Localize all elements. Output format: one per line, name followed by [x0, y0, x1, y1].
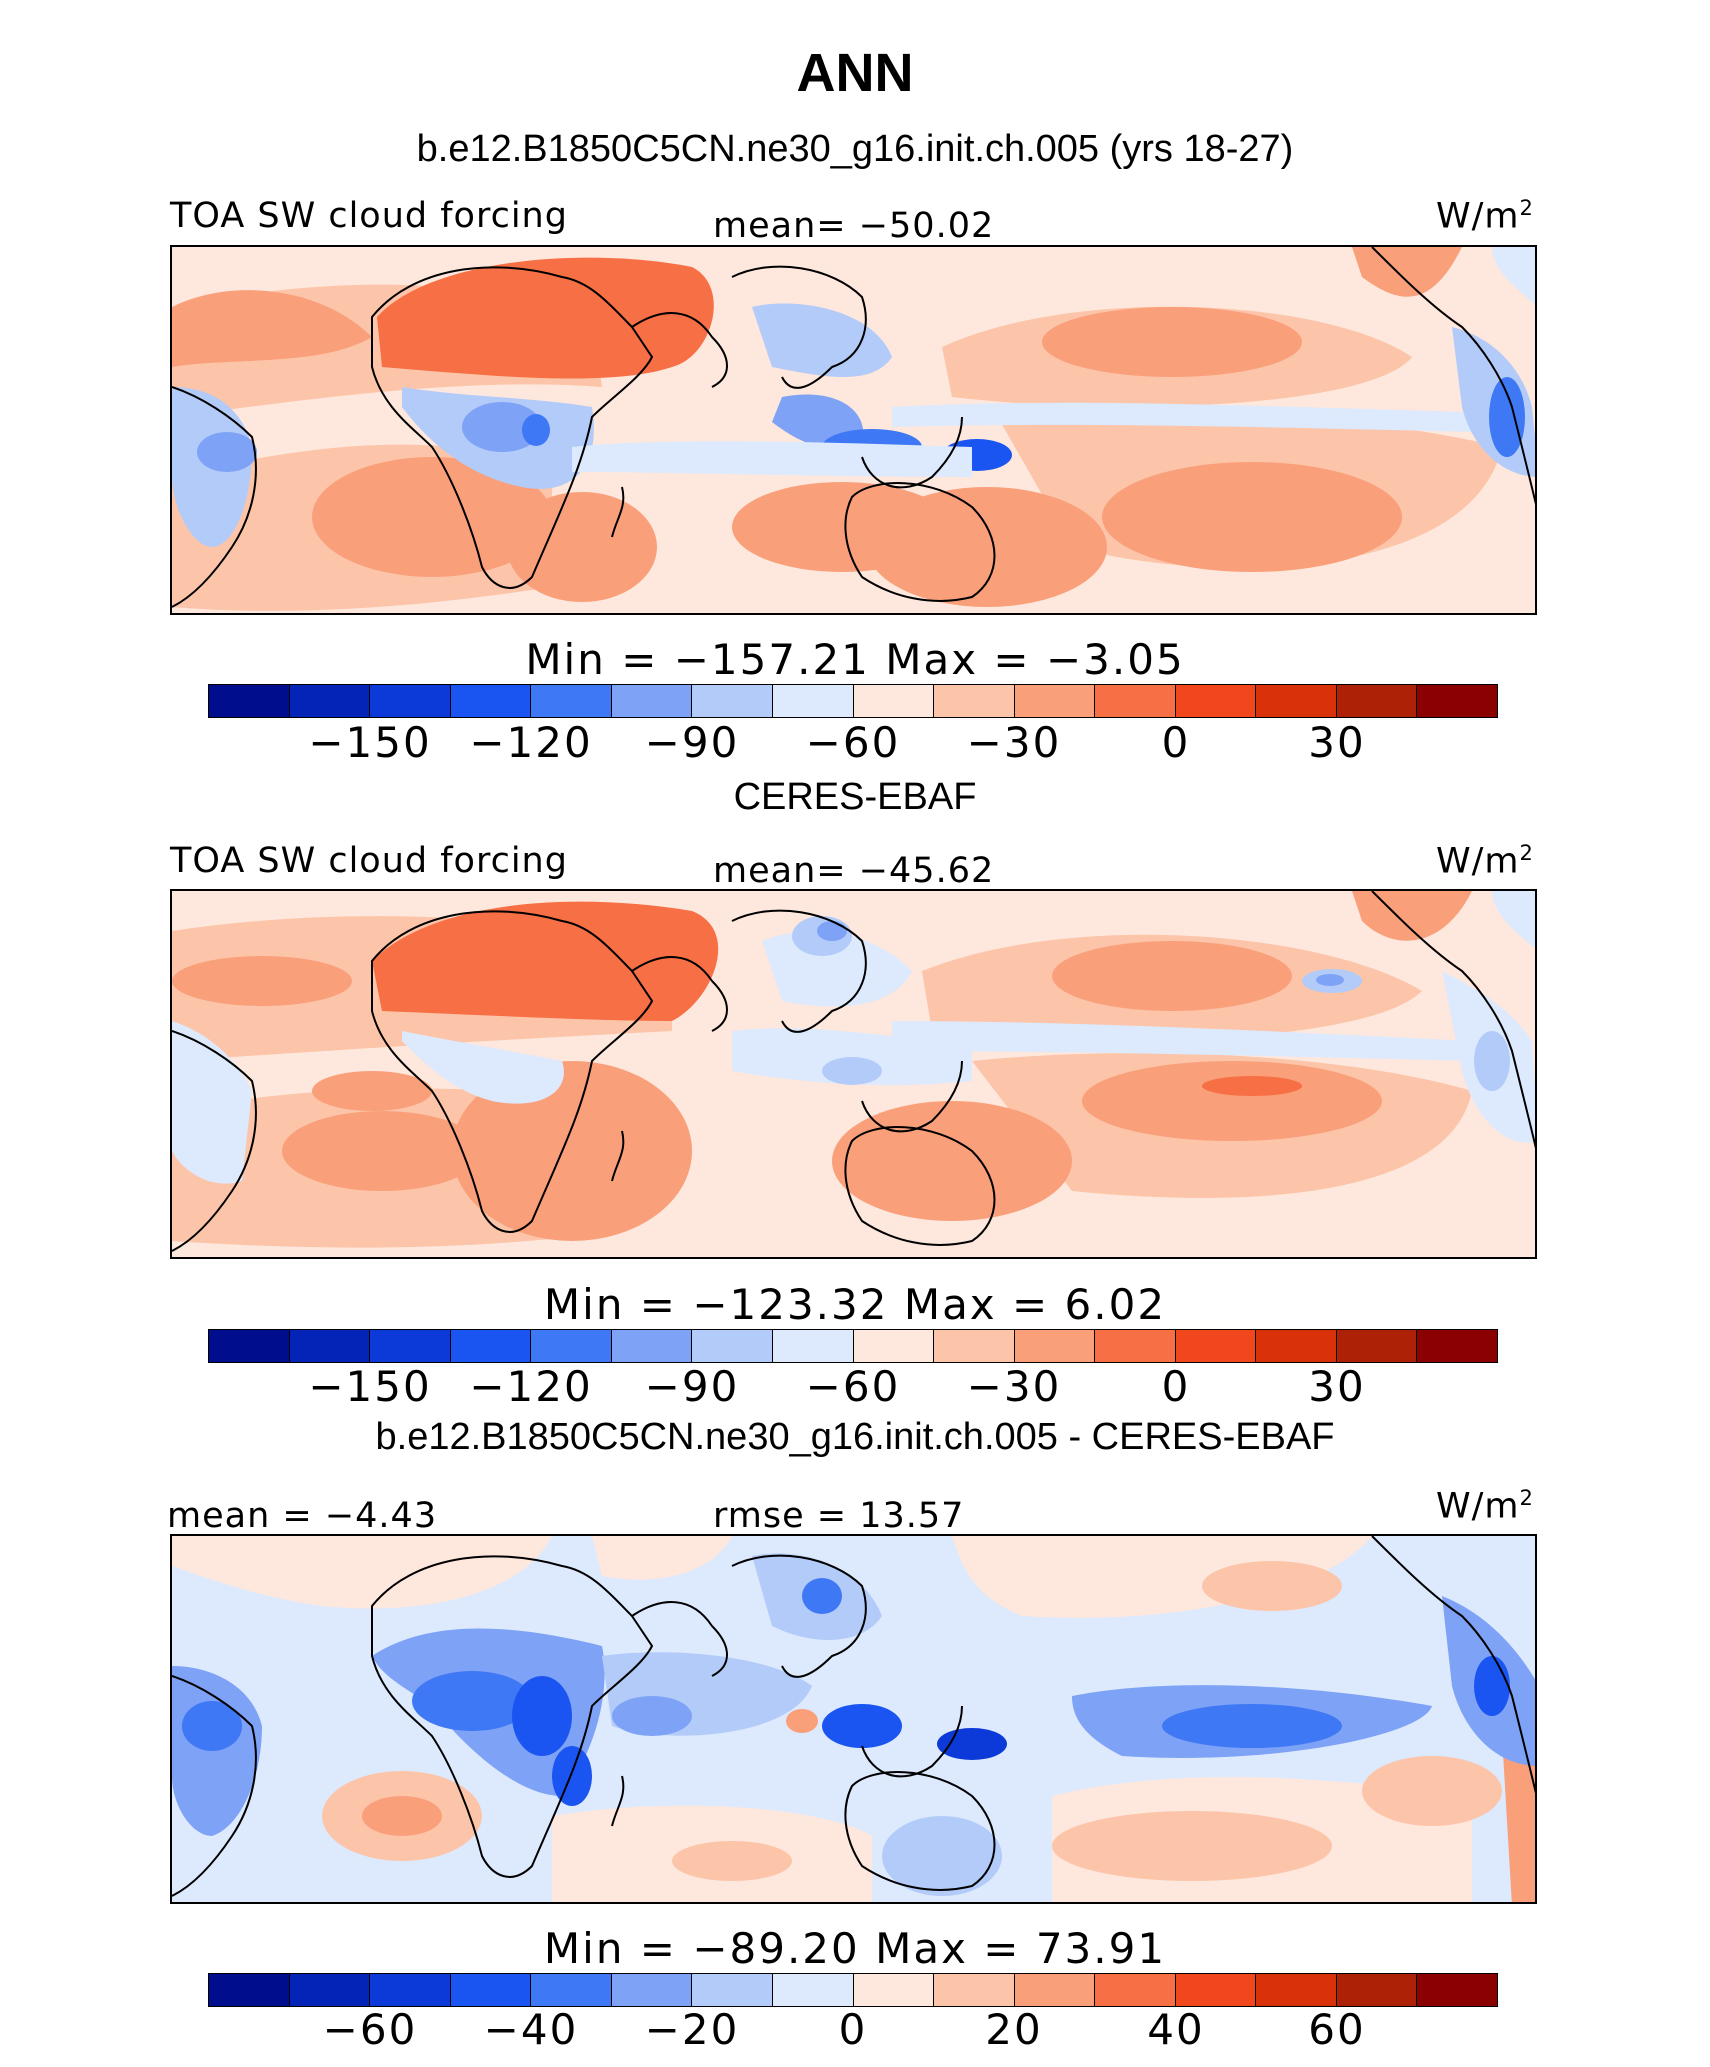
- colorbar-box: [772, 1330, 854, 1362]
- colorbar-box: [1175, 1974, 1257, 2006]
- panel-2-mean-label: mean= −45.62: [713, 851, 995, 891]
- panel-1-tick-label: −120: [469, 718, 593, 767]
- colorbar-box: [289, 685, 371, 717]
- colorbar-box: [1336, 685, 1418, 717]
- panel-1-tick-label: 30: [1308, 718, 1366, 767]
- colorbar-box: [934, 685, 1015, 717]
- panel-3-tick-label: −20: [644, 2005, 740, 2054]
- colorbar-box: [209, 685, 290, 717]
- panel-3-tick-label: −60: [322, 2005, 418, 2054]
- panel-1-mean-label: mean= −50.02: [713, 206, 995, 246]
- colorbar-box: [1336, 1974, 1418, 2006]
- panel-2-tick-label: 30: [1308, 1362, 1366, 1411]
- panel-2-tick-label: −60: [805, 1362, 901, 1411]
- panel-2-tick-label: −150: [308, 1362, 432, 1411]
- panel-1-title: b.e12.B1850C5CN.ne30_g16.init.ch.005 (yr…: [416, 128, 1294, 170]
- panel-3-title: b.e12.B1850C5CN.ne30_g16.init.ch.005 - C…: [375, 1416, 1335, 1458]
- panel-3-map: [170, 1534, 1537, 1904]
- colorbar-box: [1095, 1330, 1176, 1362]
- colorbar-box: [1014, 685, 1096, 717]
- colorbar-box: [531, 685, 612, 717]
- colorbar-box: [450, 1974, 532, 2006]
- panel-2-tick-label: 0: [1161, 1362, 1191, 1411]
- panel-2-tick-label: −90: [644, 1362, 740, 1411]
- main-title: ANN: [796, 43, 914, 103]
- panel-2-map: [170, 889, 1537, 1259]
- panel-2-tick-label: −30: [966, 1362, 1062, 1411]
- colorbar-box: [1175, 1330, 1257, 1362]
- panel-3-mean-label: mean = −4.43: [167, 1496, 438, 1536]
- colorbar-box: [1095, 685, 1176, 717]
- panel-1-units: W/m2: [1436, 196, 1534, 237]
- panel-3-rmse-label: rmse = 13.57: [713, 1496, 965, 1536]
- colorbar-box: [853, 1330, 935, 1362]
- panel-1-tick-label: 0: [1161, 718, 1191, 767]
- colorbar-box: [1256, 1330, 1337, 1362]
- panel-1-tick-label: −60: [805, 718, 901, 767]
- colorbar-box: [853, 685, 935, 717]
- panel-3-tick-label: 60: [1308, 2005, 1366, 2054]
- colorbar-box: [370, 1330, 451, 1362]
- colorbar-box: [531, 1330, 612, 1362]
- panel-3-tick-label: 20: [985, 2005, 1043, 2054]
- colorbar-box: [1014, 1974, 1096, 2006]
- colorbar-box: [611, 1974, 693, 2006]
- panel-3-tick-label: 40: [1147, 2005, 1205, 2054]
- panel-1-variable-label: TOA SW cloud forcing: [170, 196, 568, 236]
- colorbar-box: [370, 1974, 451, 2006]
- panel-2-colorbar: [208, 1329, 1498, 1363]
- colorbar-box: [1175, 685, 1257, 717]
- colorbar-box: [209, 1974, 290, 2006]
- panel-3-units: W/m2: [1436, 1486, 1534, 1527]
- colorbar-box: [1417, 1974, 1497, 2006]
- panel-1-tick-label: −30: [966, 718, 1062, 767]
- colorbar-box: [1095, 1974, 1176, 2006]
- colorbar-box: [772, 685, 854, 717]
- panel-3-colorbar: [208, 1973, 1498, 2007]
- colorbar-box: [209, 1330, 290, 1362]
- colorbar-box: [289, 1330, 371, 1362]
- colorbar-box: [692, 1974, 773, 2006]
- panel-2-minmax: Min = −123.32 Max = 6.02: [543, 1280, 1167, 1329]
- colorbar-box: [1014, 1330, 1096, 1362]
- panel-3-tick-label: 0: [838, 2005, 868, 2054]
- colorbar-box: [692, 685, 773, 717]
- panel-3-tick-label: −40: [483, 2005, 579, 2054]
- panel-1-tick-label: −150: [308, 718, 432, 767]
- colorbar-box: [370, 685, 451, 717]
- colorbar-box: [450, 1330, 532, 1362]
- colorbar-box: [692, 1330, 773, 1362]
- colorbar-box: [531, 1974, 612, 2006]
- panel-2-tick-label: −120: [469, 1362, 593, 1411]
- panel-1-map: [170, 245, 1537, 615]
- colorbar-box: [853, 1974, 935, 2006]
- colorbar-box: [934, 1974, 1015, 2006]
- panel-1-minmax: Min = −157.21 Max = −3.05: [525, 635, 1185, 684]
- panel-3-minmax: Min = −89.20 Max = 73.91: [543, 1924, 1167, 1973]
- colorbar-box: [772, 1974, 854, 2006]
- panel-1-colorbar: [208, 684, 1498, 718]
- colorbar-box: [611, 1330, 693, 1362]
- panel-1-tick-label: −90: [644, 718, 740, 767]
- panel-2-variable-label: TOA SW cloud forcing: [170, 841, 568, 881]
- colorbar-box: [289, 1974, 371, 2006]
- panel-2-title: CERES-EBAF: [733, 776, 977, 818]
- colorbar-box: [1256, 1974, 1337, 2006]
- colorbar-box: [934, 1330, 1015, 1362]
- colorbar-box: [1256, 685, 1337, 717]
- colorbar-box: [450, 685, 532, 717]
- colorbar-box: [611, 685, 693, 717]
- colorbar-box: [1336, 1330, 1418, 1362]
- panel-2-units: W/m2: [1436, 841, 1534, 882]
- colorbar-box: [1417, 1330, 1497, 1362]
- colorbar-box: [1417, 685, 1497, 717]
